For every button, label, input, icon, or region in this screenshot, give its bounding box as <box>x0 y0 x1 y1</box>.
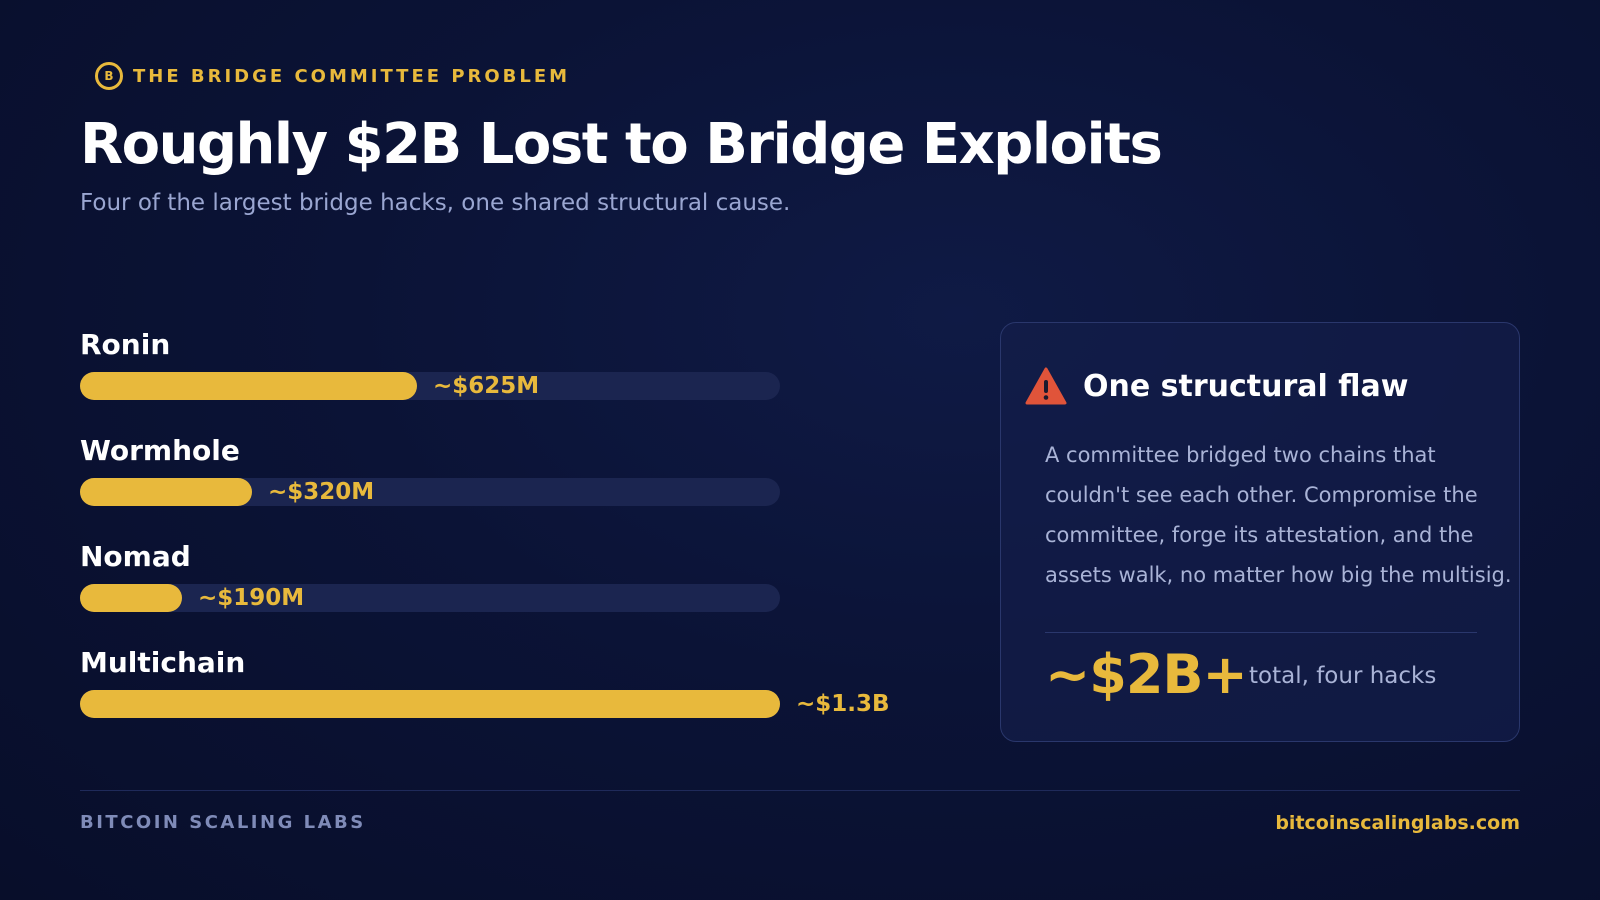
bitcoin-badge-icon: B <box>95 62 123 90</box>
footer-brand: BITCOIN SCALING LABS <box>80 812 366 833</box>
card-divider <box>1045 632 1477 633</box>
card-title: One structural flaw <box>1083 369 1409 404</box>
bar <box>80 584 182 612</box>
bar-row: Nomad ~$190M <box>80 532 940 622</box>
card-body: A committee bridged two chains that coul… <box>1045 443 1512 587</box>
bitcoin-badge-letter: B <box>104 69 114 83</box>
bar <box>80 372 417 400</box>
total-stat-label: total, four hacks <box>1249 663 1437 689</box>
footer-url-link[interactable]: bitcoinscalinglabs.com <box>1275 812 1520 834</box>
page-title: Roughly $2B Lost to Bridge Exploits <box>80 112 1163 177</box>
bar-track <box>80 584 780 612</box>
bar-category-label: Ronin <box>80 328 171 361</box>
bar-value-label: ~$190M <box>198 585 305 611</box>
bar-row: Multichain ~$1.3B <box>80 638 940 728</box>
eyebrow: B THE BRIDGE COMMITTEE PROBLEM <box>95 62 570 90</box>
bar-track <box>80 690 780 718</box>
page-subtitle: Four of the largest bridge hacks, one sh… <box>80 190 791 216</box>
bar-track <box>80 372 780 400</box>
bar-track <box>80 478 780 506</box>
bar-chart: Ronin ~$625M Wormhole ~$320M Nomad ~$190M Mult… <box>80 320 940 740</box>
warning-triangle-icon <box>1025 367 1067 405</box>
bar-value-label: ~$1.3B <box>796 691 890 717</box>
bar-row: Wormhole ~$320M <box>80 426 940 516</box>
eyebrow-text: THE BRIDGE COMMITTEE PROBLEM <box>133 65 571 87</box>
bar-category-label: Nomad <box>80 540 191 573</box>
bar-category-label: Wormhole <box>80 434 240 467</box>
bar <box>80 478 252 506</box>
bar <box>80 690 780 718</box>
bar-value-label: ~$625M <box>433 373 540 399</box>
flaw-card: One structural flaw A committee bridged … <box>1000 322 1520 742</box>
footer-divider <box>80 790 1520 791</box>
bar-row: Ronin ~$625M <box>80 320 940 410</box>
total-stat-value: ~$2B+ <box>1045 643 1248 706</box>
bar-category-label: Multichain <box>80 646 246 679</box>
bar-value-label: ~$320M <box>268 479 375 505</box>
